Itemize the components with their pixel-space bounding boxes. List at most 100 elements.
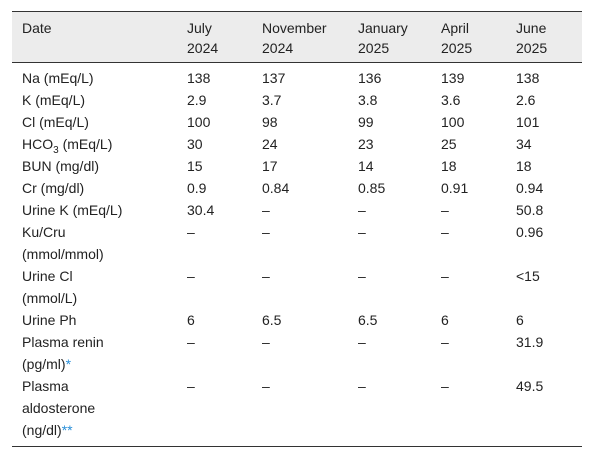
row-label: Plasma aldosterone (ng/dl)** [12,375,177,447]
table-body: Na (mEq/L) 138 137 136 139 138 K (mEq/L) 2.9 3.7… [12,63,582,447]
cell-line: April [441,20,470,36]
value-cell: 30 [187,136,203,152]
row-label: BUN (mg/dl) [12,155,177,177]
value-cell: 6.5 [262,312,282,328]
value-cell: – [187,334,195,350]
value-cell: <15 [516,268,540,284]
value-cell: – [262,378,270,394]
table-row: HCO3 (mEq/L) 30 24 23 25 34 [12,133,582,155]
value-cell: 0.96 [516,224,544,240]
cell-line: (mmol/L) [22,290,78,306]
cell-line: July [187,20,212,36]
cell-line: aldosterone [22,400,96,416]
value-cell: – [358,202,366,218]
value-cell: 100 [187,114,211,130]
cell-text: HCO [22,136,54,152]
value-cell: 6 [441,312,449,328]
value-cell: – [187,268,195,284]
value-cell: 2.6 [516,92,536,108]
value-cell: 0.91 [441,180,469,196]
value-cell: 2.9 [187,92,207,108]
value-cell: 6 [187,312,195,328]
table-row: Plasma renin (pg/ml)* – – – – 31.9 [12,331,582,375]
header-cell: July 2024 [177,11,252,63]
cell-line: (ng/dl) [22,422,62,438]
value-cell: 18 [516,158,532,174]
value-cell: 101 [516,114,540,130]
cell-line: June [516,20,547,36]
row-label: Plasma renin (pg/ml)* [12,331,177,375]
cell-line: Urine Ph [22,312,77,328]
cell-line: Urine K (mEq/L) [22,202,123,218]
cell-line: Urine Cl [22,268,73,284]
value-cell: 139 [441,70,465,86]
value-cell: 0.94 [516,180,544,196]
cell-line: (pg/ml) [22,356,66,372]
header-cell: April 2025 [431,11,506,63]
table-row: K (mEq/L) 2.9 3.7 3.8 3.6 2.6 [12,89,582,111]
value-cell: 3.6 [441,92,461,108]
cell-line: 2025 [441,40,473,56]
cell-line: 2024 [262,40,294,56]
value-cell: 30.4 [187,202,215,218]
table-row: Urine K (mEq/L) 30.4 – – – 50.8 [12,199,582,221]
table-row: Na (mEq/L) 138 137 136 139 138 [12,63,582,90]
value-cell: 0.84 [262,180,290,196]
value-cell: 100 [441,114,465,130]
value-cell: 99 [358,114,374,130]
cell-line: Na (mEq/L) [22,70,94,86]
value-cell: 49.5 [516,378,544,394]
table-row: Cl (mEq/L) 100 98 99 100 101 [12,111,582,133]
value-cell: – [441,224,449,240]
value-cell: 18 [441,158,457,174]
cell-line: Plasma [22,378,69,394]
value-cell: 24 [262,136,278,152]
cell-line: Cl (mEq/L) [22,114,89,130]
cell-line: January [358,20,408,36]
value-cell: 25 [441,136,457,152]
header-cell: June 2025 [506,11,582,63]
table-row: Urine Cl (mmol/L) – – – – <15 [12,265,582,309]
value-cell: – [262,268,270,284]
row-label: K (mEq/L) [12,89,177,111]
cell-line: Ku/Cru [22,224,66,240]
value-cell: 14 [358,158,374,174]
value-cell: 138 [516,70,540,86]
value-cell: – [358,268,366,284]
value-cell: – [187,378,195,394]
lab-table: Date July 2024 November 2024 January 2025 April… [12,11,582,447]
value-cell: – [262,334,270,350]
value-cell: 23 [358,136,374,152]
table-row: Ku/Cru (mmol/mmol) – – – – 0.96 [12,221,582,265]
table-row: Plasma aldosterone (ng/dl)** – – – – 49.5 [12,375,582,447]
value-cell: – [441,334,449,350]
value-cell: – [358,378,366,394]
cell-line: BUN (mg/dl) [22,158,100,174]
value-cell: 137 [262,70,286,86]
cell-line: 2025 [516,40,548,56]
cell-line: K (mEq/L) [22,92,86,108]
cell-line: 2025 [358,40,390,56]
value-cell: 50.8 [516,202,544,218]
value-cell: 34 [516,136,532,152]
header-cell: November 2024 [252,11,348,63]
row-label: Urine K (mEq/L) [12,199,177,221]
header-row: Date July 2024 November 2024 January 2025 April… [12,11,582,63]
value-cell: 0.85 [358,180,386,196]
value-cell: 98 [262,114,278,130]
table-row: Urine Ph 6 6.5 6.5 6 6 [12,309,582,331]
value-cell: – [441,268,449,284]
row-label: Cl (mEq/L) [12,111,177,133]
row-label: HCO3 (mEq/L) [12,133,177,155]
value-cell: 138 [187,70,211,86]
cell-line: 2024 [187,40,219,56]
value-cell: – [441,202,449,218]
table-row: Cr (mg/dl) 0.9 0.84 0.85 0.91 0.94 [12,177,582,199]
cell-line: Plasma renin [22,334,104,350]
value-cell: – [187,224,195,240]
row-label: Na (mEq/L) [12,63,177,90]
value-cell: 15 [187,158,203,174]
value-cell: – [262,224,270,240]
